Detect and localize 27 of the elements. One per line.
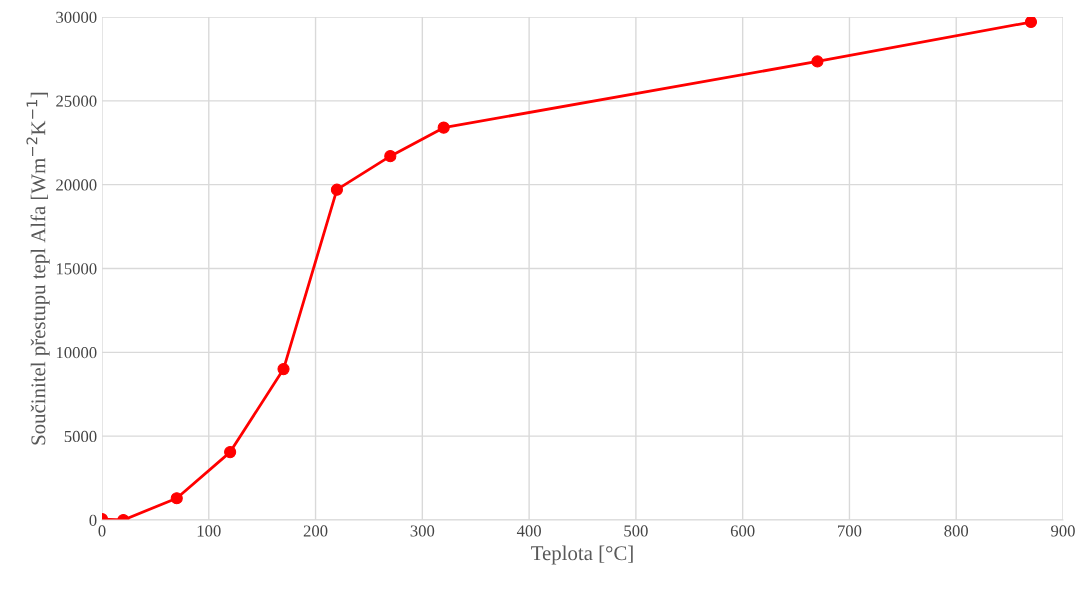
x-tick-label: 0 [98, 525, 106, 537]
y-tick-label: 10000 [56, 347, 97, 359]
y-tick-label: 0 [89, 514, 97, 526]
point [330, 183, 343, 196]
y-tick-label: 30000 [56, 11, 97, 23]
y-tick-label: 15000 [56, 263, 97, 275]
x-tick-label: 300 [410, 525, 435, 537]
x-tick-label: 600 [730, 525, 755, 537]
x-tick-label: 800 [944, 525, 969, 537]
y-tick-label: 5000 [64, 430, 97, 443]
x-tick-label: 100 [197, 525, 221, 537]
x-tick-label: 500 [624, 525, 648, 537]
y-tick-label: 20000 [56, 179, 97, 191]
x-tick-label: 900 [1051, 525, 1075, 537]
x-tick-label: 400 [516, 525, 541, 537]
x-tick-label: 200 [303, 525, 328, 537]
point [811, 55, 824, 68]
point [277, 363, 290, 376]
point [384, 150, 397, 163]
point [170, 492, 183, 505]
y-axis-title: Součinitel přestupu tepl Alfa [Wm$^{−2}$K$^{−1}$] [26, 92, 50, 445]
x-tick-label: 700 [838, 525, 862, 537]
x-axis-title: Teplota [°C] [531, 545, 633, 565]
point [437, 121, 450, 134]
point [1024, 17, 1038, 29]
y-tick-label: 25000 [56, 95, 97, 107]
point [224, 446, 237, 459]
